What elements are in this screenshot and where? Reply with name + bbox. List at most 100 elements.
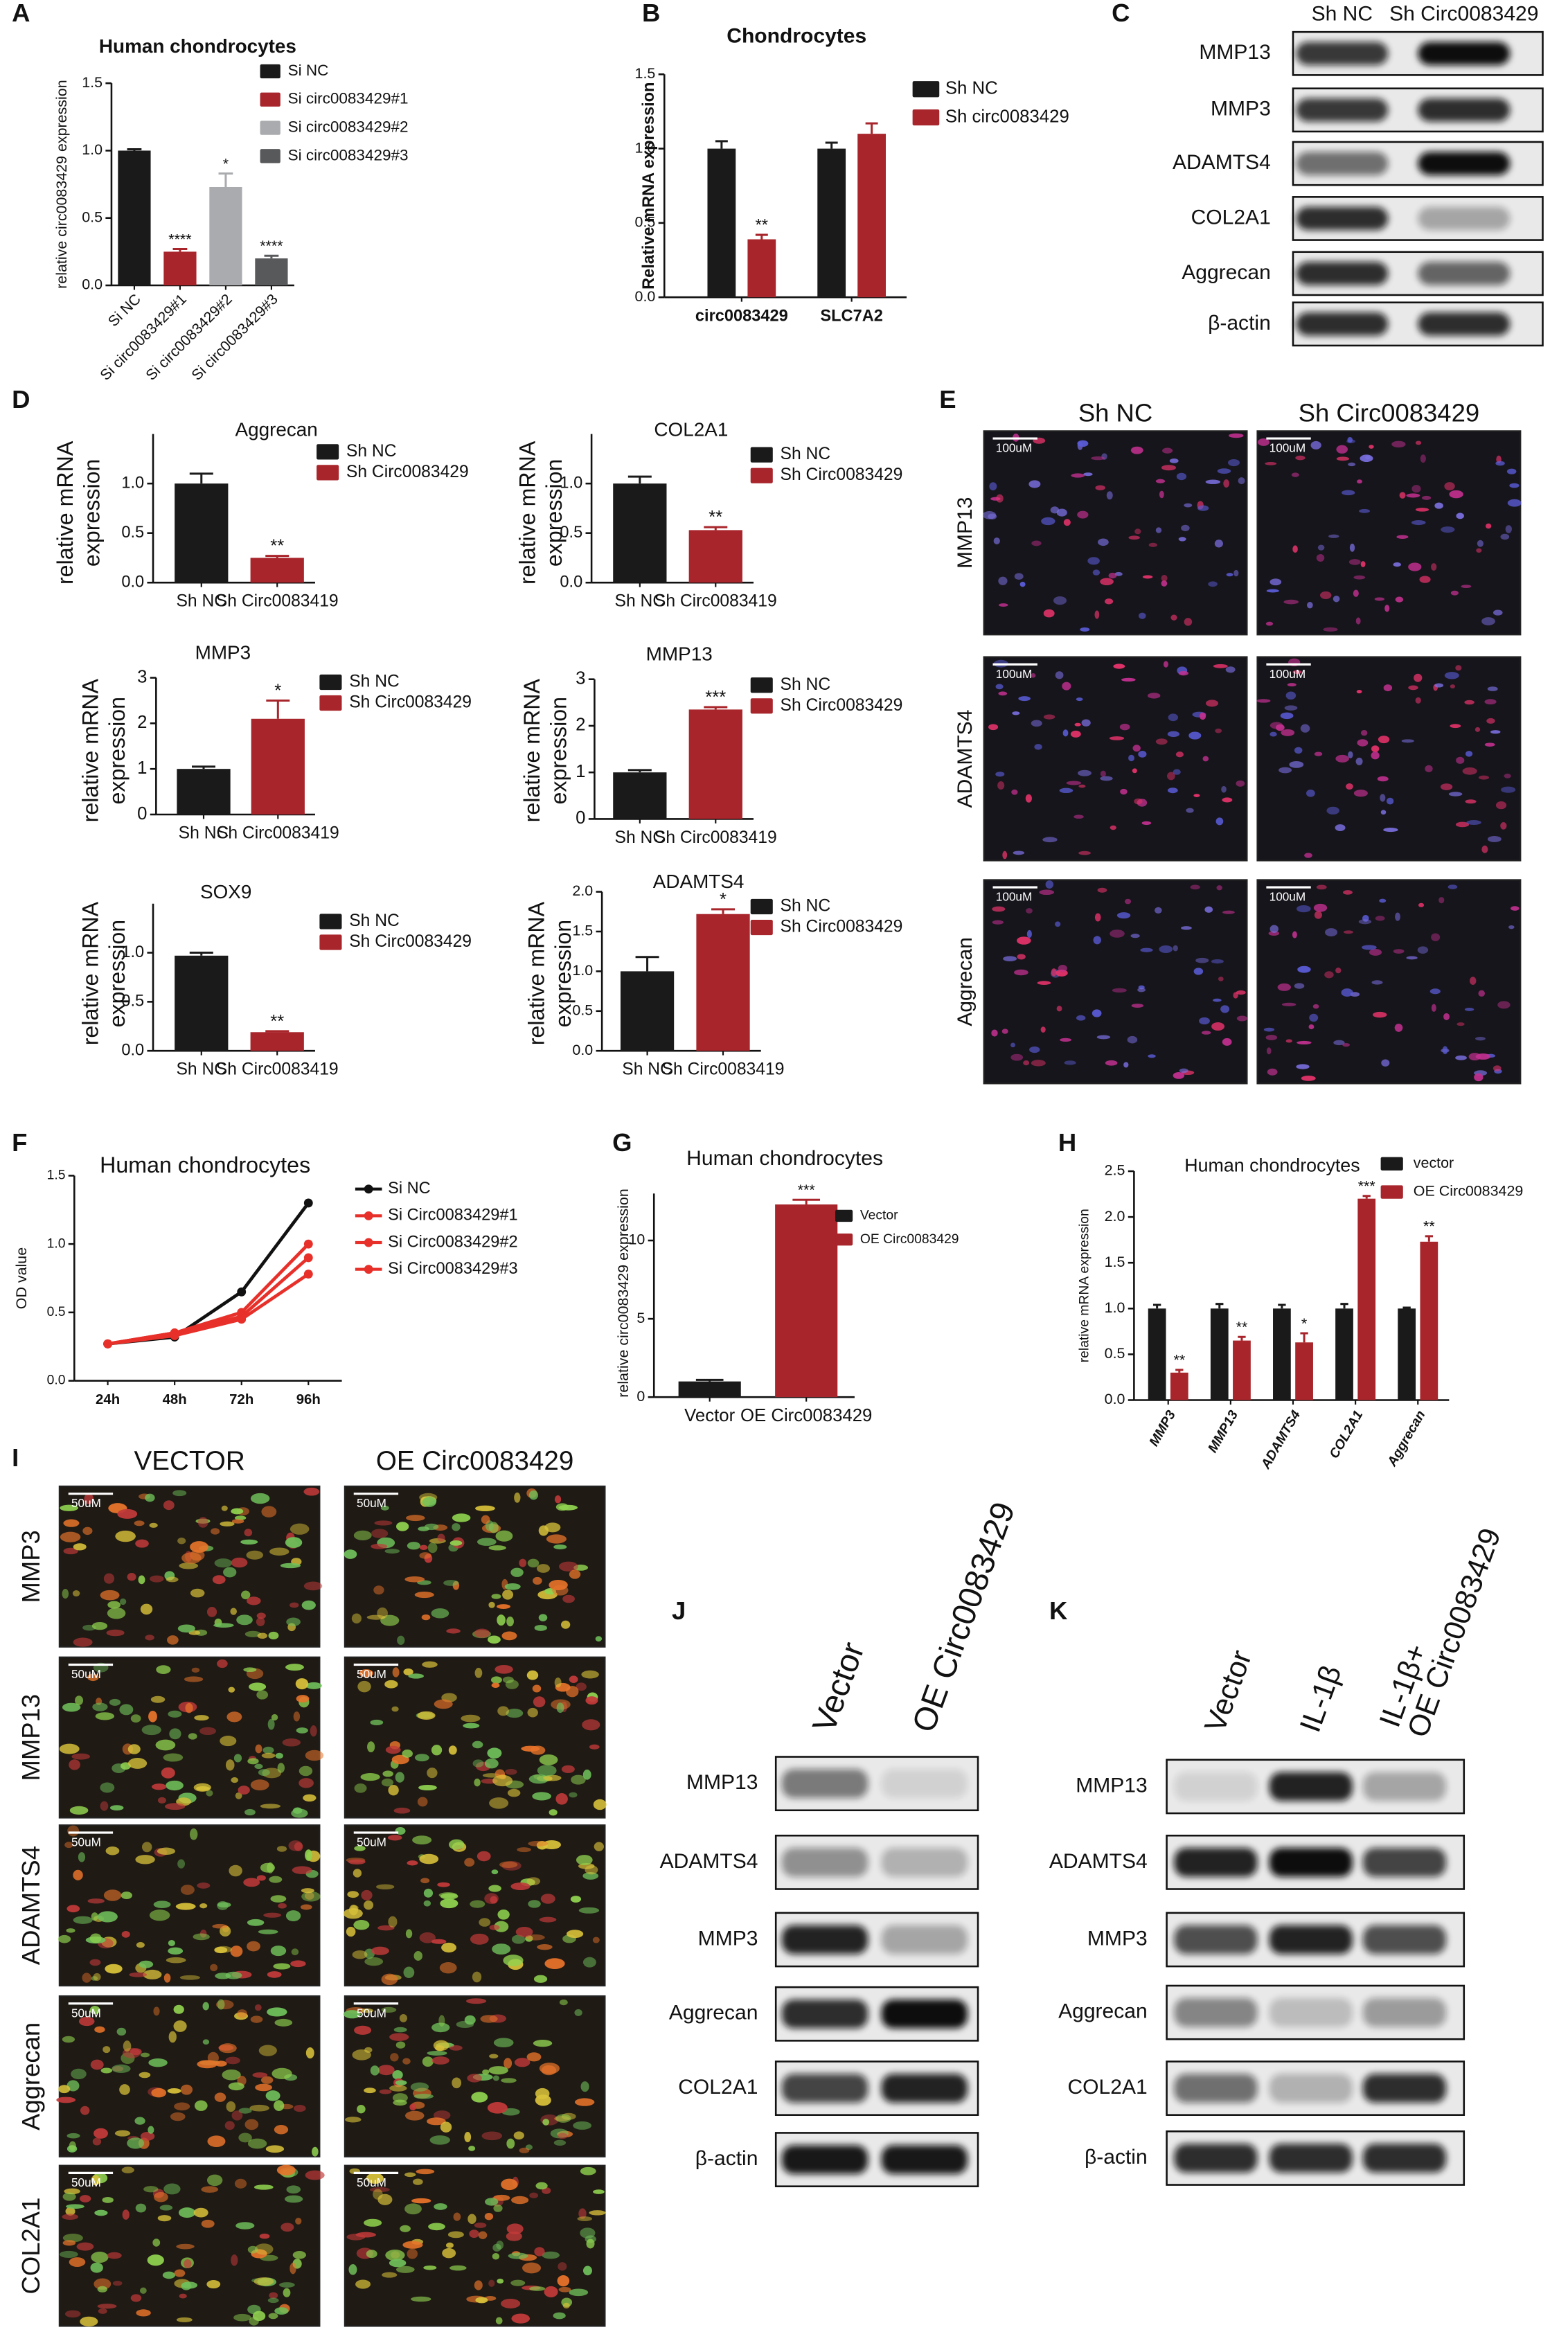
- cell: [243, 1667, 257, 1673]
- cell: [1276, 724, 1285, 731]
- y-tick-label: 10: [628, 1231, 645, 1248]
- cell: [492, 2075, 499, 2081]
- cell: [1355, 617, 1361, 625]
- legend-swatch: [260, 92, 280, 107]
- cell: [1375, 916, 1385, 921]
- cell: [405, 2110, 425, 2121]
- cell: [231, 1557, 248, 1568]
- cell: [115, 1530, 136, 1542]
- cell: [295, 1678, 309, 1690]
- cell: [103, 1889, 122, 1901]
- cell: [361, 1889, 373, 1901]
- blot-band: [1174, 1925, 1258, 1955]
- cell: [1469, 977, 1477, 985]
- cell: [497, 1614, 506, 1626]
- cell: [1415, 508, 1429, 512]
- cell: [289, 1523, 310, 1535]
- cell: [1201, 1031, 1211, 1035]
- cell: [496, 2240, 504, 2250]
- cell: [1401, 739, 1414, 743]
- cell: [407, 1542, 421, 1550]
- y-tick-label: 0.0: [121, 1041, 144, 1059]
- cell: [395, 2041, 406, 2049]
- cell: [501, 1861, 522, 1871]
- cell: [1362, 914, 1369, 922]
- cell: [276, 1846, 287, 1852]
- point: [303, 1239, 313, 1249]
- cell: [250, 1493, 270, 1504]
- error-bar: [264, 254, 279, 259]
- cell: [447, 2231, 464, 2238]
- cell: [1078, 851, 1091, 855]
- cell: [226, 2101, 236, 2112]
- cell: [247, 1758, 259, 1765]
- cell: [1170, 614, 1177, 621]
- cell: [543, 1774, 562, 1781]
- protein-label: MMP3: [698, 1927, 758, 1950]
- cell: [504, 1583, 521, 1590]
- cell: [1456, 513, 1464, 519]
- error-bar: [1238, 1335, 1246, 1341]
- cell: [268, 2313, 278, 2320]
- cell: [1003, 956, 1017, 962]
- cell: [514, 2058, 531, 2067]
- cell: [1167, 787, 1178, 794]
- cell: [374, 1520, 393, 1526]
- cell: [497, 1706, 509, 1716]
- blot-band: [1362, 1925, 1447, 1955]
- cell: [573, 2121, 592, 2130]
- cell: [488, 1545, 506, 1551]
- y-tick-label: 3: [137, 667, 147, 686]
- y-tick-label: 0.5: [1105, 1345, 1125, 1362]
- y-axis-label: relative mRNA: [78, 901, 103, 1045]
- cell: [369, 2187, 390, 2193]
- y-tick-label: 0.5: [572, 1002, 593, 1018]
- cell: [421, 1614, 431, 1621]
- cell: [530, 1745, 546, 1755]
- cell: [384, 1549, 400, 1554]
- cell: [577, 2216, 593, 2222]
- cell: [413, 1950, 422, 1961]
- cell: [991, 1029, 998, 1037]
- blot-band: [881, 1769, 968, 1799]
- y-axis-label: relative mRNA: [524, 901, 549, 1045]
- cell: [1464, 1007, 1475, 1011]
- cell: [141, 1842, 152, 1853]
- cell: [1053, 596, 1067, 605]
- protein-label: Aggrecan: [669, 2002, 758, 2024]
- cell: [555, 2114, 571, 2123]
- cell: [163, 1500, 175, 1511]
- cell: [224, 2121, 235, 2130]
- cell: [487, 2102, 508, 2114]
- micrograph: [983, 879, 1248, 1085]
- cell: [1421, 495, 1432, 500]
- cell: [1233, 569, 1239, 577]
- cell: [449, 2265, 467, 2271]
- cell: [237, 2009, 247, 2018]
- cell: [546, 1534, 567, 1544]
- x-tick-label: 96h: [296, 1392, 321, 1407]
- cell: [586, 2238, 595, 2249]
- cell: [163, 1973, 171, 1983]
- error-bar: [1362, 1195, 1371, 1199]
- significance: ***: [798, 1182, 815, 1198]
- y-axis-label: relative circ0083429 expression: [615, 1189, 632, 1398]
- error-bar: [865, 122, 878, 134]
- blot-band: [1418, 42, 1511, 66]
- cell: [408, 1673, 424, 1679]
- cell: [492, 2243, 501, 2252]
- cell: [427, 2050, 447, 2056]
- blot-band: [781, 1999, 868, 2029]
- cell: [1222, 1038, 1232, 1046]
- cell: [539, 2063, 560, 2074]
- cell: [555, 1792, 568, 1805]
- cell: [168, 1939, 175, 1947]
- error-bar: [627, 769, 652, 773]
- cell: [492, 1774, 513, 1787]
- cell: [558, 1561, 578, 1572]
- cell: [1269, 731, 1277, 737]
- cell: [1051, 968, 1057, 977]
- protein-label: COL2A1: [678, 2076, 758, 2099]
- y-tick-label: 0: [576, 808, 585, 828]
- cell: [1195, 957, 1209, 963]
